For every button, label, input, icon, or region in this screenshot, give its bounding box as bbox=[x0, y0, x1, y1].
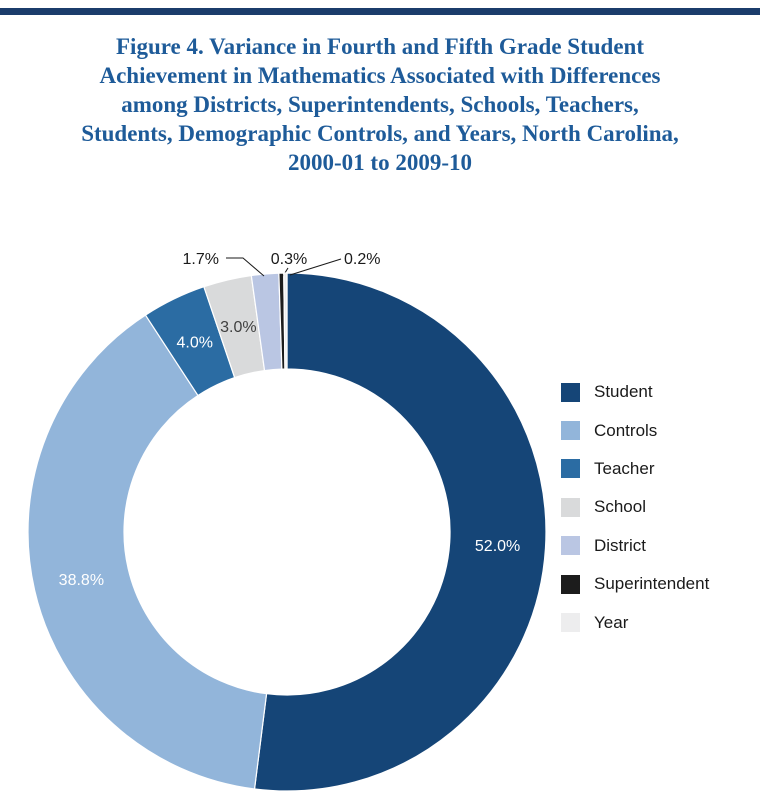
legend-label: Student bbox=[594, 382, 653, 402]
figure-title-line: 2000-01 to 2009-10 bbox=[288, 150, 472, 175]
figure-title-line: Students, Demographic Controls, and Year… bbox=[81, 121, 679, 146]
figure-title: Figure 4. Variance in Fourth and Fifth G… bbox=[0, 32, 760, 177]
slice-value-label: 0.3% bbox=[271, 251, 307, 268]
legend-label: Teacher bbox=[594, 458, 655, 478]
legend-swatch bbox=[561, 613, 580, 633]
legend-item: Controls bbox=[561, 411, 709, 449]
legend-item: School bbox=[561, 488, 709, 526]
figure-title-line: among Districts, Superintendents, School… bbox=[121, 92, 639, 117]
figure-title-line: Figure 4. Variance in Fourth and Fifth G… bbox=[116, 34, 644, 59]
legend-swatch bbox=[561, 497, 580, 517]
legend-label: Year bbox=[594, 612, 629, 632]
legend-item: Superintendent bbox=[561, 565, 709, 603]
legend-swatch bbox=[561, 459, 580, 479]
slice-value-label: 3.0% bbox=[220, 319, 256, 336]
legend: Student Controls Teacher School District Supe… bbox=[561, 373, 709, 642]
slice-value-label: 52.0% bbox=[475, 538, 520, 555]
legend-item: Year bbox=[561, 603, 709, 641]
donut-chart: 52.0% 38.8% 4.0% 3.0% 1.7% 0.3% 0.2% bbox=[27, 251, 547, 792]
slice-controls bbox=[27, 314, 268, 790]
slice-student bbox=[253, 272, 547, 792]
legend-swatch bbox=[561, 536, 580, 556]
legend-swatch bbox=[561, 382, 580, 402]
label-leader-line bbox=[289, 258, 342, 276]
slice-value-label: 4.0% bbox=[177, 335, 213, 352]
slice-value-label: 1.7% bbox=[183, 251, 219, 268]
slice-year bbox=[283, 272, 288, 370]
legend-label: Controls bbox=[594, 420, 658, 440]
legend-swatch bbox=[561, 421, 580, 441]
label-leader-line bbox=[226, 257, 265, 277]
legend-label: School bbox=[594, 497, 646, 517]
legend-label: Superintendent bbox=[594, 574, 710, 594]
top-rule bbox=[0, 8, 760, 15]
figure-title-line: Achievement in Mathematics Associated wi… bbox=[99, 63, 661, 88]
legend-item: Teacher bbox=[561, 450, 709, 488]
slice-value-label: 38.8% bbox=[59, 572, 104, 589]
slice-value-label: 0.2% bbox=[344, 251, 380, 268]
legend-item: District bbox=[561, 527, 709, 565]
legend-label: District bbox=[594, 535, 646, 555]
legend-item: Student bbox=[561, 373, 709, 411]
legend-swatch bbox=[561, 574, 580, 594]
